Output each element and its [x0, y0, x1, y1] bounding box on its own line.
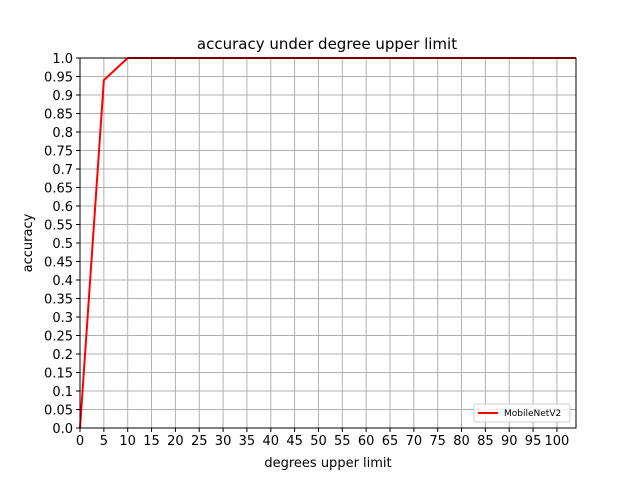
- y-tick-label: 0.25: [44, 330, 73, 345]
- y-tick-label: 0.7: [52, 163, 73, 178]
- x-axis: 0 5 10 15 20 25 30 35 40 45 50 55 60 65 70 75 80 85 90 95 10…: [76, 428, 569, 449]
- y-tick-label: 0.4: [52, 274, 73, 289]
- legend-label: MobileNetV2: [504, 409, 561, 419]
- x-tick-label: 0: [76, 434, 84, 449]
- y-tick-label: 0.35: [44, 293, 73, 308]
- y-tick-label: 0.75: [44, 145, 73, 160]
- x-tick-label: 30: [215, 434, 232, 449]
- x-tick-label: 90: [501, 434, 518, 449]
- y-tick-label: 0.3: [52, 311, 73, 326]
- x-tick-label: 50: [310, 434, 327, 449]
- x-tick-label: 70: [406, 434, 423, 449]
- x-tick-label: 35: [239, 434, 256, 449]
- x-tick-label: 75: [429, 434, 446, 449]
- y-tick-label: 0.1: [52, 385, 73, 400]
- y-tick-label: 0.5: [52, 237, 73, 252]
- x-tick-label: 45: [286, 434, 303, 449]
- y-tick-label: 0.9: [52, 89, 73, 104]
- x-tick-label: 85: [477, 434, 494, 449]
- y-tick-label: 0.15: [44, 367, 73, 382]
- y-tick-label: 0.95: [44, 71, 73, 86]
- y-tick-label: 1.0: [52, 52, 73, 67]
- x-tick-label: 65: [382, 434, 399, 449]
- legend-box: [473, 403, 571, 423]
- y-axis-label: accuracy: [21, 213, 36, 272]
- y-tick-label: 0.0: [52, 422, 73, 437]
- x-tick-label: 60: [358, 434, 375, 449]
- y-axis: 0.0 0.05 0.1 0.15 0.2 0.25 0.3 0.35 0.4 0.45 0.5 0.…: [44, 52, 80, 437]
- y-tick-label: 0.55: [44, 219, 73, 234]
- x-axis-label: degrees upper limit: [264, 456, 391, 471]
- x-tick-label: 25: [191, 434, 208, 449]
- x-tick-label: 15: [143, 434, 160, 449]
- x-tick-label: 100: [545, 434, 570, 449]
- grid-lines: [79, 57, 576, 429]
- x-tick-label: 5: [100, 434, 108, 449]
- y-tick-label: 0.65: [44, 182, 73, 197]
- y-tick-label: 0.2: [52, 348, 73, 363]
- legend: MobileNetV2: [473, 403, 571, 423]
- x-tick-label: 95: [525, 434, 542, 449]
- x-tick-label: 10: [119, 434, 136, 449]
- x-tick-label: 40: [262, 434, 279, 449]
- y-tick-label: 0.05: [44, 404, 73, 419]
- x-tick-label: 20: [167, 434, 184, 449]
- y-tick-label: 0.6: [52, 200, 73, 215]
- x-tick-label: 80: [453, 434, 470, 449]
- y-tick-label: 0.85: [44, 108, 73, 123]
- y-tick-label: 0.45: [44, 256, 73, 271]
- x-tick-label: 55: [334, 434, 351, 449]
- chart-title: accuracy under degree upper limit: [197, 35, 457, 53]
- y-tick-label: 0.8: [52, 126, 73, 141]
